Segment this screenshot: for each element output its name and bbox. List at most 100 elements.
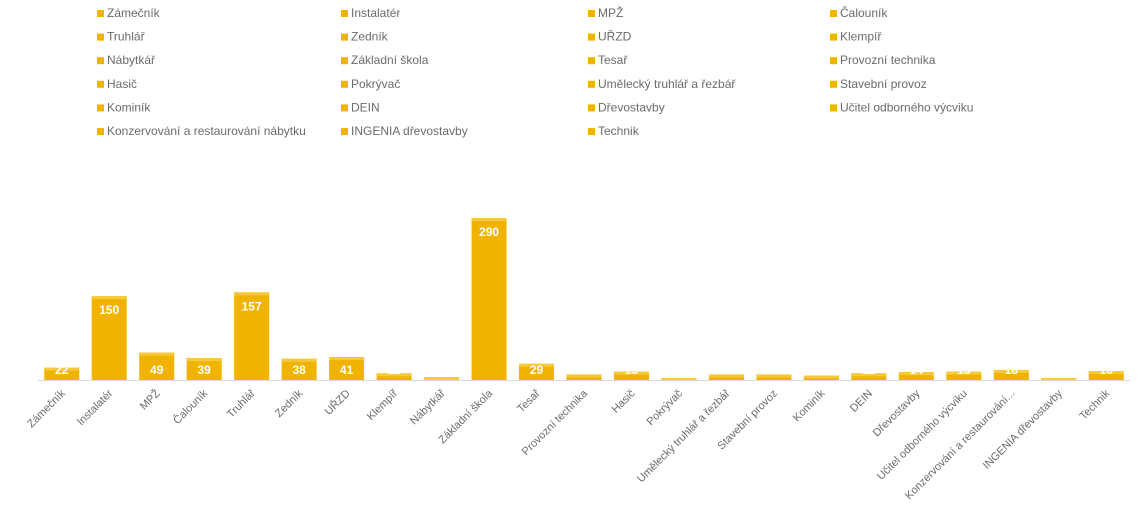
legend-item: UŘZD	[588, 29, 632, 44]
legend-item: DEIN	[341, 100, 380, 114]
legend-swatch	[97, 33, 104, 41]
data-label: 290	[479, 225, 499, 239]
bar-top-highlight	[898, 372, 934, 376]
legend-swatch	[341, 33, 348, 41]
data-label: 10	[767, 363, 781, 377]
bar	[234, 292, 270, 380]
data-label: 2	[676, 363, 683, 377]
data-label: 14	[910, 363, 924, 377]
bar-top-highlight	[756, 374, 792, 378]
legend-item: Základní škola	[341, 53, 429, 67]
data-label: 22	[55, 363, 69, 377]
legend-item: Provozní technika	[830, 53, 936, 67]
legend-label: UŘZD	[598, 29, 632, 44]
x-tick-label: Nábytkář	[408, 387, 448, 427]
bar	[281, 358, 317, 380]
legend-item: Klempíř	[830, 30, 882, 44]
bar-top-highlight	[186, 358, 222, 362]
bar	[519, 363, 555, 380]
data-label: 18	[1005, 363, 1019, 377]
legend-label: Klempíř	[840, 30, 882, 44]
bar-top-highlight	[471, 218, 507, 221]
data-label: 8	[818, 363, 825, 377]
legend-swatch	[97, 104, 104, 112]
bar-top-highlight	[1088, 371, 1124, 375]
legend-swatch	[341, 57, 348, 65]
data-label: 41	[340, 363, 354, 377]
legend: Zámečník Instalatér MPŽ Čalouník Truhlář Zedn…	[97, 5, 973, 138]
bar-top-highlight	[139, 352, 175, 356]
x-tick-label: Tesař	[515, 387, 543, 415]
legend-label: DEIN	[351, 100, 380, 114]
legend-swatch	[830, 80, 837, 88]
legend-label: Dřevostavby	[598, 100, 665, 114]
legend-swatch	[341, 80, 348, 88]
legend-item: Dřevostavby	[588, 100, 665, 114]
bar-top-highlight	[91, 296, 127, 300]
data-label: 12	[387, 363, 401, 377]
legend-label: Truhlář	[107, 30, 146, 44]
bar-top-highlight	[424, 377, 460, 380]
data-label: 38	[292, 363, 306, 377]
data-label: 10	[577, 363, 591, 377]
legend-item: Kominík	[97, 100, 151, 114]
data-label: 15	[625, 363, 639, 377]
bar-top-highlight	[376, 373, 412, 377]
bar	[186, 358, 222, 380]
data-label: 5	[438, 363, 445, 377]
bar-top-highlight	[993, 369, 1029, 373]
legend-label: Nábytkář	[107, 53, 156, 67]
bar-top-highlight	[519, 363, 555, 367]
x-tick-label: Instalatér	[75, 387, 116, 428]
legend-label: Tesař	[598, 53, 628, 67]
x-tick-label: Pokrývač	[645, 387, 686, 428]
legend-label: Hasič	[107, 77, 137, 91]
legend-label: Základní škola	[351, 53, 429, 67]
legend-swatch	[341, 10, 348, 17]
legend-item: INGENIA dřevostavby	[341, 124, 468, 138]
x-tick-label: MPŽ	[137, 387, 163, 413]
legend-swatch	[830, 57, 837, 65]
data-label: 49	[150, 363, 164, 377]
bar	[139, 352, 175, 380]
bar-top-highlight	[661, 378, 697, 380]
legend-item: Učitel odborného výcviku	[830, 100, 973, 114]
legend-item: Technik	[588, 124, 640, 138]
x-tick-label: Zámečník	[25, 387, 68, 430]
x-tick-label: UŘZD	[322, 387, 353, 418]
bar-top-highlight	[234, 292, 270, 296]
bar-top-highlight	[44, 367, 80, 371]
data-label: 150	[99, 303, 119, 317]
bars	[44, 218, 1124, 380]
legend-swatch	[830, 33, 837, 41]
legend-item: Čalouník	[830, 5, 888, 20]
legend-label: Konzervování a restaurování nábytku	[107, 124, 306, 138]
data-labels: 22 150 49 39 157 38 41 12 5 290 29 10 15 2 10 10 8 12 14 15…	[55, 225, 1113, 377]
x-tick-label: Učitel odborného výcviku	[875, 388, 970, 483]
bar-top-highlight	[708, 374, 744, 378]
legend-swatch	[97, 80, 104, 88]
x-tick-label: Truhlář	[225, 387, 258, 420]
legend-swatch	[588, 104, 595, 112]
legend-swatch	[830, 10, 837, 17]
legend-swatch	[588, 128, 595, 135]
bar	[613, 371, 649, 380]
bar	[471, 218, 507, 380]
legend-item: MPŽ	[588, 5, 623, 20]
legend-item: Zámečník	[97, 6, 161, 20]
legend-label: Stavební provoz	[840, 77, 927, 91]
legend-item: Tesař	[588, 53, 628, 67]
bar	[44, 367, 80, 380]
x-axis-tick-labels: Zámečník Instalatér MPŽ Čalouník Truhlář Zedn…	[25, 387, 1113, 502]
bar	[898, 372, 934, 380]
bar-top-highlight	[946, 371, 982, 375]
legend-label: Umělecký truhlář a řezbář	[598, 77, 736, 91]
data-label: 10	[720, 363, 734, 377]
legend-label: Provozní technika	[840, 53, 936, 67]
x-tick-label: DEIN	[848, 388, 875, 415]
legend-swatch	[588, 80, 595, 88]
legend-item: Umělecký truhlář a řezbář	[588, 77, 736, 91]
x-tick-label: Technik	[1078, 387, 1113, 422]
